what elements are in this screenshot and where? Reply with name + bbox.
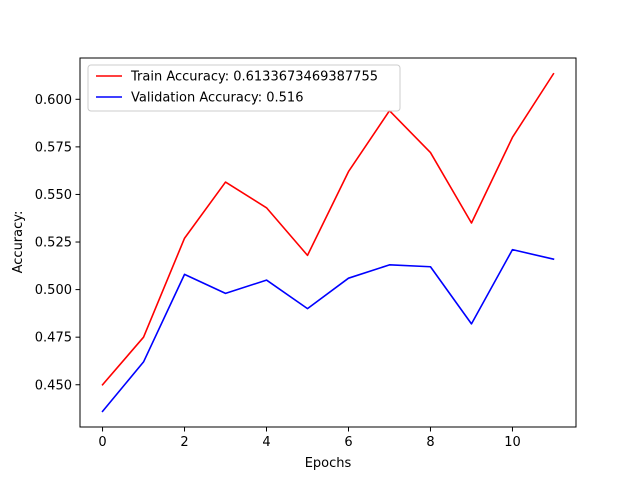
x-tick-label: 10	[504, 435, 521, 450]
x-tick-label: 6	[344, 435, 352, 450]
y-tick-label: 0.500	[35, 283, 72, 298]
y-tick-label: 0.600	[35, 93, 72, 108]
y-tick-label: 0.475	[35, 331, 72, 346]
series-lines	[101, 72, 555, 413]
x-tick-label: 2	[180, 435, 188, 450]
legend-label: Validation Accuracy: 0.516	[131, 91, 303, 106]
legend-label: Train Accuracy: 0.6133673469387755	[130, 70, 378, 85]
y-tick-label: 0.575	[35, 140, 72, 155]
series-line-train	[101, 72, 555, 386]
x-tick-label: 8	[426, 435, 434, 450]
plot-frame	[79, 57, 577, 428]
y-tick-label: 0.525	[35, 236, 72, 251]
x-tick-label: 4	[262, 435, 270, 450]
y-axis-ticks: 0.450 0.475 0.500 0.525 0.550 0.575 0.600	[35, 93, 80, 393]
legend-frame	[87, 64, 401, 112]
x-axis-label: Epochs	[305, 456, 352, 471]
plot-area	[80, 58, 576, 427]
y-tick-label: 0.450	[35, 378, 72, 393]
y-tick-label: 0.550	[35, 188, 72, 203]
x-axis-ticks: 0 2 4 6 8 10	[98, 427, 521, 450]
y-axis-label: Accuracy:	[11, 211, 26, 274]
legend: Train Accuracy: 0.6133673469387755 Valida…	[87, 64, 401, 112]
series-line-validation	[101, 248, 555, 413]
x-tick-label: 0	[98, 435, 106, 450]
